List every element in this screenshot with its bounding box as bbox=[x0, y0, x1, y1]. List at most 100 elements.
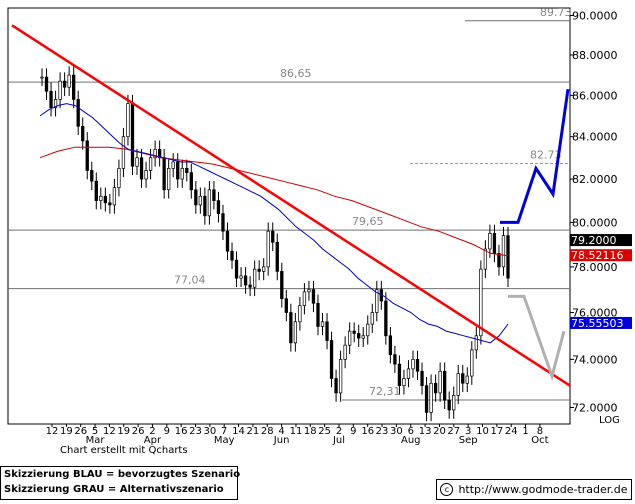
candle-body bbox=[225, 230, 230, 252]
level-label: 82.73 bbox=[530, 148, 562, 161]
x-tick-label: 2 bbox=[336, 426, 342, 437]
candle-body bbox=[320, 321, 325, 327]
candle-body bbox=[207, 189, 212, 217]
candle-body bbox=[343, 344, 347, 360]
y-tick-label: 88.0000 bbox=[572, 49, 618, 62]
sma-slow-line bbox=[39, 146, 509, 257]
x-month-label: Jun bbox=[273, 435, 290, 446]
candle-body bbox=[221, 213, 225, 232]
candle-body bbox=[176, 161, 180, 180]
candle-body bbox=[252, 268, 257, 288]
y-tick-label: 84.0000 bbox=[572, 131, 618, 144]
candle-body bbox=[411, 359, 415, 370]
candle-body bbox=[112, 187, 117, 206]
candle-body bbox=[81, 125, 85, 142]
candle-body bbox=[483, 248, 488, 270]
candle-body bbox=[130, 103, 135, 167]
candle-body bbox=[180, 168, 184, 180]
candle-body bbox=[40, 76, 44, 79]
legend-blue-scenario: Skizzierung BLAU = bevorzugtes Szenario bbox=[4, 469, 241, 480]
y-tick-label: 78.0000 bbox=[572, 261, 618, 274]
candle-body bbox=[293, 321, 298, 344]
candle-body bbox=[461, 373, 465, 384]
x-tick-label: 14 bbox=[232, 426, 245, 437]
candle-body bbox=[361, 335, 365, 339]
x-tick-label: 26 bbox=[132, 426, 145, 437]
candle-body bbox=[298, 305, 302, 323]
x-tick-label: 8 bbox=[537, 426, 543, 437]
candle-body bbox=[415, 359, 420, 372]
candle-body bbox=[121, 136, 126, 169]
x-tick-label: 16 bbox=[361, 426, 374, 437]
candle-body bbox=[167, 168, 171, 191]
scenario-legend: Skizzierung BLAU = bevorzugtes Szenario … bbox=[0, 466, 241, 500]
candle-body bbox=[370, 312, 374, 325]
candle-body bbox=[67, 74, 71, 88]
x-month-label: Oct bbox=[531, 435, 548, 446]
candle-body bbox=[271, 230, 275, 243]
x-month-label: Mar bbox=[86, 435, 106, 446]
candle-body bbox=[53, 99, 58, 109]
candle-body bbox=[185, 168, 189, 173]
candle-body bbox=[325, 321, 329, 341]
candle-body bbox=[194, 189, 198, 206]
x-tick-label: 19 bbox=[60, 426, 73, 437]
x-tick-label: 30 bbox=[390, 426, 403, 437]
candle-body bbox=[397, 363, 402, 387]
candle-body bbox=[266, 230, 270, 268]
candle-body bbox=[474, 335, 478, 351]
y-tick-label: 72.0000 bbox=[572, 402, 618, 415]
y-scale-label: LOG bbox=[599, 415, 620, 426]
candle-body bbox=[94, 180, 98, 201]
candle-body bbox=[135, 157, 139, 167]
candle-body bbox=[307, 289, 311, 293]
x-tick-label: 24 bbox=[505, 426, 518, 437]
candle-body bbox=[126, 103, 130, 138]
candle-body bbox=[329, 340, 334, 379]
candle-body bbox=[103, 195, 107, 204]
level-label: 79,65 bbox=[352, 215, 384, 228]
candle-body bbox=[44, 76, 49, 92]
x-tick-label: 10 bbox=[476, 426, 489, 437]
y-tick-label: 76.0000 bbox=[572, 307, 618, 320]
candle-body bbox=[153, 148, 157, 159]
candle-body bbox=[239, 275, 243, 279]
y-tick-label: 80.0000 bbox=[572, 216, 618, 229]
x-tick-label: 19 bbox=[117, 426, 130, 437]
candle-body bbox=[316, 302, 320, 327]
candle-body bbox=[58, 80, 62, 100]
y-tick-label: 86.0000 bbox=[572, 89, 618, 102]
x-month-label: Apr bbox=[144, 435, 162, 446]
candle-body bbox=[406, 368, 411, 379]
x-tick-label: 6 bbox=[408, 426, 414, 437]
candle-body bbox=[216, 200, 221, 214]
candle-body bbox=[501, 235, 506, 268]
scenario-blue-path bbox=[500, 88, 570, 224]
candle-body bbox=[280, 271, 284, 300]
candle-body bbox=[72, 74, 76, 100]
x-month-label: Aug bbox=[401, 435, 421, 446]
x-tick-label: 11 bbox=[290, 426, 303, 437]
price-badge-label: 79.2000 bbox=[571, 234, 617, 247]
candle-body bbox=[384, 300, 388, 337]
price-badge bbox=[570, 249, 632, 262]
candle-body bbox=[492, 233, 497, 254]
chart-credit-note: Chart erstellt mit Qcharts bbox=[60, 445, 188, 456]
candle-body bbox=[49, 90, 53, 109]
candle-body bbox=[275, 241, 279, 272]
y-tick-label: 74.0000 bbox=[572, 353, 618, 366]
sma-fast-line bbox=[39, 103, 509, 344]
candle-body bbox=[62, 80, 67, 88]
x-tick-label: 28 bbox=[261, 426, 274, 437]
candle-body bbox=[334, 378, 338, 394]
level-label: 72,31 bbox=[369, 385, 401, 398]
candle-body bbox=[470, 349, 474, 377]
y-tick-label: 90.0000 bbox=[572, 10, 618, 23]
x-tick-label: 5 bbox=[92, 426, 98, 437]
candle-body bbox=[456, 373, 460, 396]
candle-body bbox=[289, 312, 293, 344]
candle-body bbox=[433, 382, 438, 394]
site-url[interactable]: http://www.godmode-trader.de bbox=[458, 483, 628, 496]
x-tick-label: 16 bbox=[175, 426, 188, 437]
candle-body bbox=[420, 370, 424, 387]
